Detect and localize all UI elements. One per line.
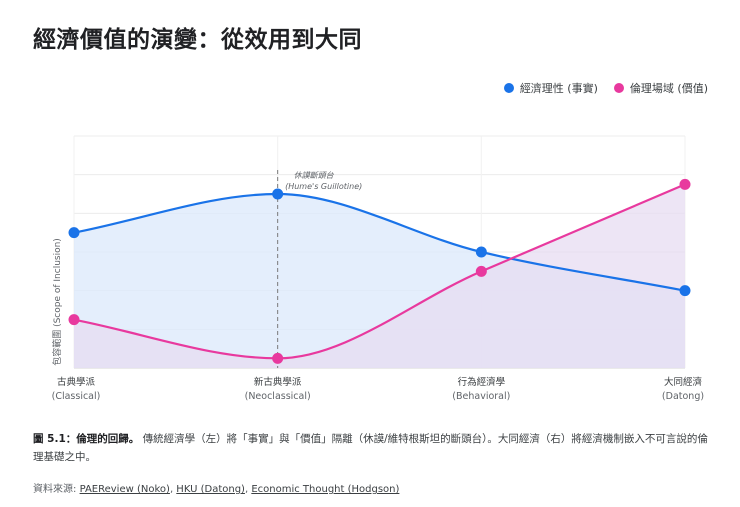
source-prefix: 資料來源: [33,484,77,495]
x-tick-label: 新古典學派 [254,376,302,388]
figure-caption: 圖 5.1：倫理的回歸。 傳統經濟學（左）將「事實」與「價值」隔離（休謨/維特根… [33,430,709,466]
y-axis-label: 包容範圍 (Scope of Inclusion) [51,238,63,366]
legend-dot-blue-icon [503,83,514,93]
line-chart: 休謨斷頭台 (Hume's Guillotine) 古典學派 (Classical) 新… [51,135,704,402]
x-tick-label: 大同經濟 [664,376,702,388]
x-tick-sublabel: (Neoclassical) [245,391,311,402]
series-line [73,183,686,360]
data-point [272,188,284,200]
annotation-text: 休謨斷頭台 [294,171,335,180]
data-point [272,352,284,364]
annotation-text: (Hume's Guillotine) [285,182,362,191]
series-area [74,184,685,368]
caption-label: 圖 5.1：倫理的回歸。 [33,433,140,445]
legend-label: 經濟理性 (事實) [519,82,598,95]
legend-item-rational[interactable]: 經濟理性 (事實) [503,80,598,96]
data-point [679,285,691,297]
series-line [73,192,686,292]
source-line: 資料來源: PAEReview (Noko), HKU (Datong), Ec… [33,484,400,495]
source-link[interactable]: Economic Thought (Hodgson) [251,484,400,495]
x-tick-label: 行為經濟學 [458,376,506,388]
x-tick-sublabel: (Classical) [52,391,101,402]
source-link[interactable]: PAEReview (Noko) [79,484,170,495]
x-tick-label: 古典學派 [57,376,96,388]
legend: 經濟理性 (事實) 倫理場域 (價值) [503,80,708,96]
x-tick-sublabel: (Datong) [662,391,704,402]
data-point [475,246,487,258]
chart-title: 經濟價值的演變：從效用到大同 [33,27,362,53]
data-point [475,265,487,277]
caption-text: 傳統經濟學（左）將「事實」與「價值」隔離（休謨/維特根斯坦的斷頭台）。大同經濟（… [33,433,708,463]
legend-item-ethical[interactable]: 倫理場域 (價值) [613,80,708,96]
legend-dot-pink-icon [613,83,624,93]
x-tick-sublabel: (Behavioral) [452,391,510,402]
source-link[interactable]: HKU (Datong) [176,484,245,495]
data-point [679,178,691,190]
data-point [68,314,80,326]
legend-label: 倫理場域 (價值) [629,82,708,95]
data-point [68,227,80,239]
